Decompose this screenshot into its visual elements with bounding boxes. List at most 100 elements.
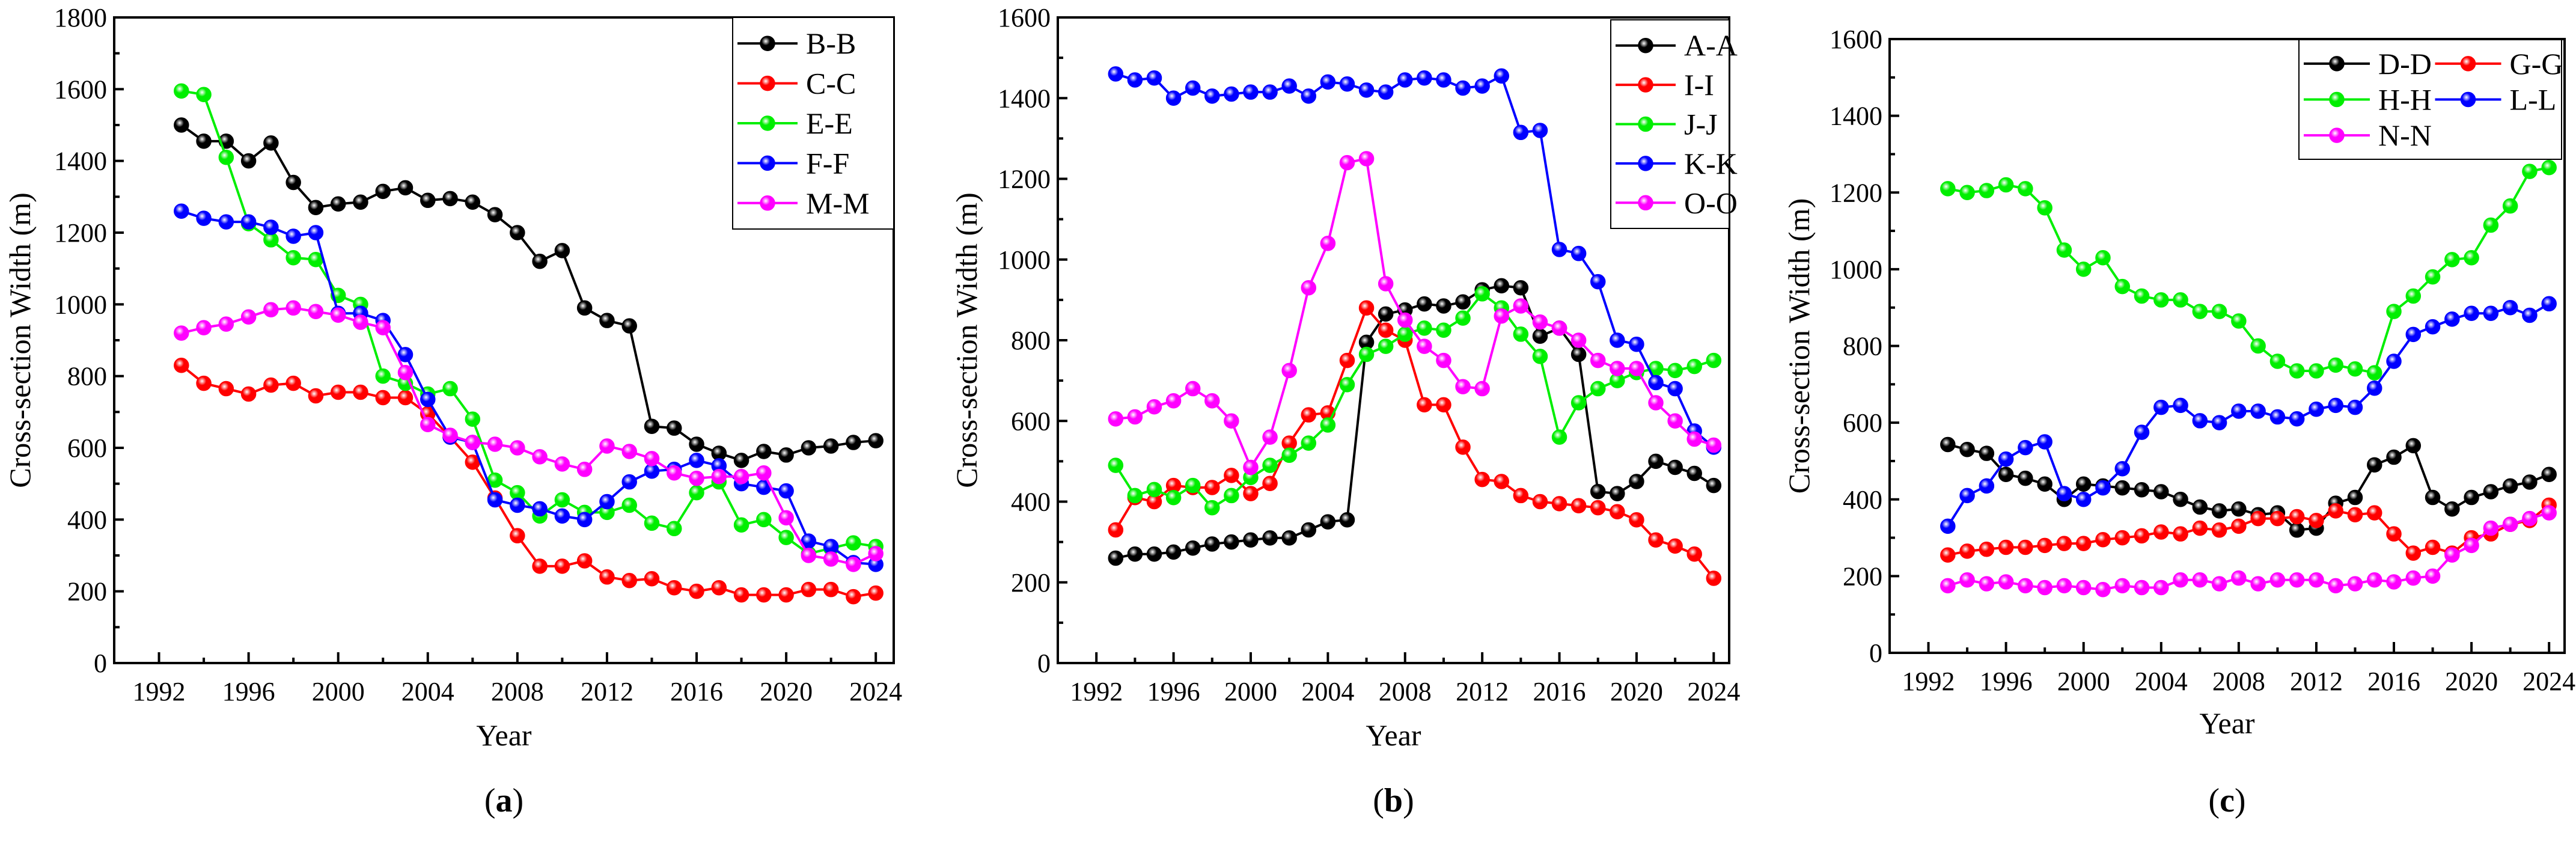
data-point — [2250, 576, 2266, 592]
data-point — [554, 492, 570, 508]
data-point — [397, 180, 414, 196]
paren: ) — [513, 782, 524, 819]
data-point — [263, 135, 279, 151]
data-point — [1262, 84, 1278, 100]
data-point — [1262, 475, 1278, 492]
data-point — [1979, 576, 1995, 592]
x-tick-label: 2008 — [1379, 677, 1432, 706]
legend-marker — [1638, 37, 1653, 54]
data-point — [733, 517, 749, 533]
legend-marker — [1638, 77, 1653, 93]
data-point — [2405, 438, 2422, 454]
data-point — [2483, 520, 2499, 536]
data-point — [1185, 477, 1201, 494]
data-point — [778, 587, 794, 603]
data-point — [2425, 539, 2441, 555]
data-point — [1146, 546, 1162, 562]
data-point — [1262, 530, 1278, 546]
data-point — [1590, 381, 1606, 397]
data-point — [1436, 298, 1451, 314]
data-point — [2328, 397, 2343, 414]
data-point — [2075, 536, 2092, 551]
data-point — [2056, 578, 2072, 594]
data-point — [2231, 313, 2247, 329]
data-point — [510, 497, 525, 513]
data-point — [1281, 530, 1297, 546]
data-point — [2289, 572, 2305, 588]
data-point — [1979, 541, 1995, 557]
data-point — [1532, 328, 1548, 344]
data-point — [397, 390, 414, 406]
data-point — [1224, 86, 1239, 102]
data-point — [1301, 88, 1317, 104]
data-point — [1706, 570, 1722, 586]
data-point — [801, 581, 817, 598]
y-tick-label: 1400 — [54, 147, 107, 176]
data-point — [1686, 358, 1702, 375]
data-point — [353, 314, 368, 330]
data-point — [308, 225, 324, 240]
data-point — [689, 453, 704, 468]
data-point — [2037, 579, 2053, 596]
data-point — [1513, 124, 1529, 141]
data-point — [2309, 363, 2324, 379]
data-point — [846, 535, 861, 551]
data-point — [1513, 488, 1529, 504]
x-tick-label: 2004 — [2135, 667, 2188, 696]
data-point — [2269, 409, 2286, 425]
legend-item: I-I — [1616, 68, 1714, 102]
data-point — [1959, 488, 1975, 504]
data-point — [174, 325, 189, 341]
data-point — [2347, 576, 2363, 592]
data-point — [1165, 90, 1182, 106]
data-point — [1262, 429, 1278, 445]
data-point — [2405, 570, 2422, 586]
data-point — [1686, 546, 1702, 562]
data-point — [1417, 338, 1432, 354]
data-point — [711, 468, 727, 485]
y-tick-label: 600 — [1011, 406, 1051, 436]
data-point — [510, 528, 525, 543]
data-point — [2134, 579, 2150, 596]
data-point — [2114, 578, 2130, 594]
data-point — [1224, 413, 1239, 429]
data-point — [1455, 80, 1471, 96]
data-point — [1301, 280, 1317, 296]
data-point — [375, 183, 391, 200]
data-point — [2095, 249, 2111, 266]
data-point — [846, 557, 861, 572]
data-point — [2018, 439, 2033, 456]
data-point — [420, 192, 436, 209]
panel-label: (b) — [1373, 782, 1414, 819]
series-line — [1947, 302, 2550, 527]
data-point — [1513, 298, 1529, 314]
legend-item: L-L — [2435, 83, 2556, 117]
data-point — [1590, 274, 1606, 290]
data-point — [621, 573, 637, 589]
legend-marker — [760, 155, 775, 171]
legend-item: J-J — [1616, 108, 1718, 141]
y-tick-label: 1600 — [54, 75, 107, 104]
data-point — [397, 364, 414, 381]
data-point — [330, 196, 346, 212]
legend-label: E-E — [806, 106, 853, 140]
x-tick-label: 2024 — [849, 677, 902, 706]
data-point — [308, 200, 324, 215]
data-point — [2269, 572, 2286, 588]
data-point — [868, 546, 884, 561]
data-point — [2114, 460, 2130, 477]
data-point — [1667, 381, 1683, 397]
data-point — [2134, 528, 2150, 544]
data-point — [2231, 403, 2247, 419]
data-point — [667, 465, 682, 481]
legend-label: A-A — [1684, 29, 1738, 63]
series-C-C — [174, 358, 884, 605]
data-point — [1590, 500, 1606, 516]
panel-letter: a — [496, 782, 513, 819]
legend-label: J-J — [1684, 108, 1718, 141]
x-axis-title: Year — [2199, 706, 2254, 740]
series-G-G — [1940, 497, 2557, 563]
data-point — [2386, 449, 2402, 465]
data-point — [2405, 545, 2422, 561]
data-point — [218, 316, 234, 332]
